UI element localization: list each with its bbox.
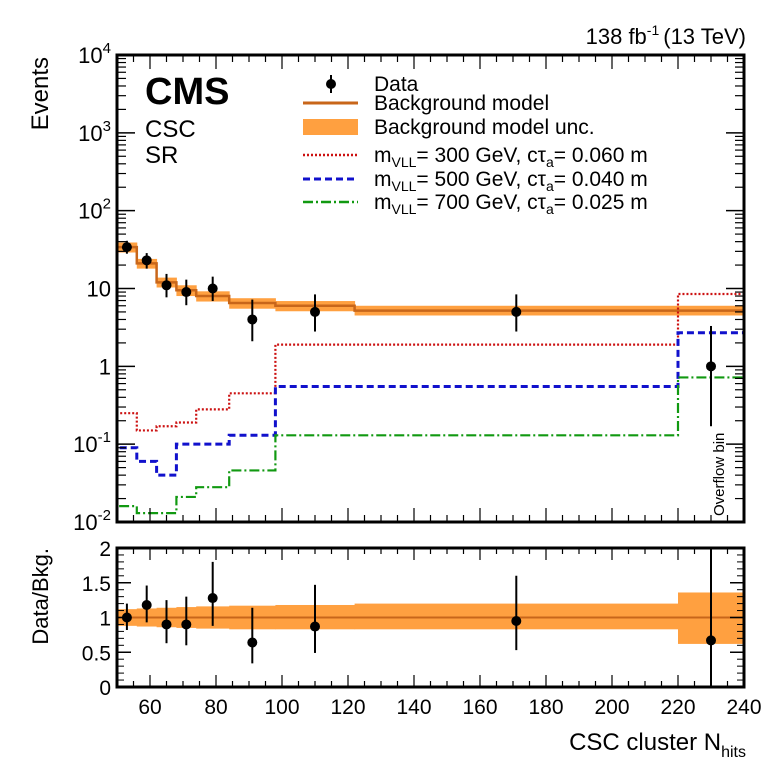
legend-data: Data bbox=[374, 73, 419, 96]
data-point bbox=[161, 280, 172, 291]
ratio-point bbox=[207, 593, 218, 604]
signal-1-path bbox=[117, 292, 744, 522]
background-uncertainty-band bbox=[117, 242, 744, 316]
cms-label: CMS bbox=[145, 71, 229, 113]
xtick-label: 140 bbox=[396, 696, 431, 719]
ratio-point bbox=[161, 619, 172, 630]
bkg-line-path bbox=[117, 245, 744, 522]
legend-sig1: mVLL= 300 GeV, cτa= 0.060 m bbox=[374, 144, 648, 170]
data-points bbox=[121, 240, 716, 427]
xtick-label: 180 bbox=[528, 696, 563, 719]
ratio-axes: 0 0.5 1 1.5 2 60 80 100 120 140 160 180 200 220 240 bbox=[82, 538, 762, 719]
xtick-label: 60 bbox=[138, 696, 161, 719]
ratio-points bbox=[121, 548, 716, 687]
legend-bkg: Background model bbox=[374, 92, 549, 115]
signal-2-path bbox=[117, 331, 744, 522]
ytick-label: 10 bbox=[87, 277, 111, 302]
main-ylabel: Events bbox=[27, 57, 54, 130]
ratio-point bbox=[247, 637, 258, 648]
ratio-point bbox=[310, 621, 320, 632]
legend-sig3: mVLL= 700 GeV, cτa= 0.025 m bbox=[374, 191, 648, 217]
category-sr: SR bbox=[145, 142, 178, 169]
data-point bbox=[141, 255, 152, 266]
energy-label: (13 TeV) bbox=[663, 24, 746, 49]
lumi-value: 138 fb bbox=[586, 24, 647, 49]
xtick-label: 200 bbox=[594, 696, 629, 719]
ratio-ytick-label: 0.5 bbox=[82, 642, 111, 665]
data-point bbox=[511, 306, 522, 317]
ratio-point bbox=[141, 599, 152, 610]
ratio-point bbox=[181, 619, 192, 630]
legend-bkg-unc-box bbox=[303, 119, 358, 135]
overflow-label: Overflow bin bbox=[711, 433, 728, 516]
ratio-ytick-label: 2 bbox=[99, 538, 111, 561]
ytick-label: 102 bbox=[78, 196, 111, 224]
xtick-label: 100 bbox=[264, 696, 299, 719]
xtick-label: 80 bbox=[204, 696, 227, 719]
ytick-label: 10-2 bbox=[73, 507, 111, 535]
ratio-ylabel: Data/Bkg. bbox=[28, 548, 53, 645]
legend-data-marker bbox=[326, 75, 336, 93]
ratio-point bbox=[706, 635, 716, 646]
signal-histograms bbox=[117, 292, 744, 522]
ratio-point bbox=[511, 615, 522, 626]
legend-sig2: mVLL= 500 GeV, cτa= 0.040 m bbox=[374, 168, 648, 194]
data-point bbox=[121, 242, 132, 253]
ratio-xlabel: CSC cluster Nhits bbox=[569, 729, 746, 761]
lumi-exponent: -1 bbox=[647, 22, 660, 38]
data-point bbox=[207, 283, 218, 294]
main-axes: 10-2 10-1 1 10 102 103 104 bbox=[73, 40, 746, 535]
data-point bbox=[706, 361, 716, 372]
category-csc: CSC bbox=[145, 116, 196, 143]
signal-3-path bbox=[117, 376, 744, 522]
xtick-label: 220 bbox=[660, 696, 695, 719]
lumi-label: 138 fb-1 (13 TeV) bbox=[586, 22, 746, 49]
ratio-ytick-label: 1 bbox=[99, 608, 111, 631]
ytick-label: 103 bbox=[78, 118, 111, 146]
data-point bbox=[247, 314, 258, 325]
background-model-line bbox=[117, 245, 744, 522]
xtick-label: 160 bbox=[462, 696, 497, 719]
legend: Data Background model Background model u… bbox=[303, 73, 648, 217]
ytick-label: 104 bbox=[78, 40, 111, 68]
data-point bbox=[310, 306, 320, 317]
ytick-label: 10-1 bbox=[73, 429, 111, 457]
ratio-ytick-label: 0 bbox=[99, 677, 111, 700]
data-point bbox=[181, 287, 192, 298]
ratio-ytick-label: 1.5 bbox=[82, 573, 111, 596]
xtick-label: 120 bbox=[330, 696, 365, 719]
xtick-label: 240 bbox=[726, 696, 761, 719]
legend-bkg-unc: Background model unc. bbox=[374, 116, 595, 139]
ytick-label: 1 bbox=[99, 354, 111, 379]
